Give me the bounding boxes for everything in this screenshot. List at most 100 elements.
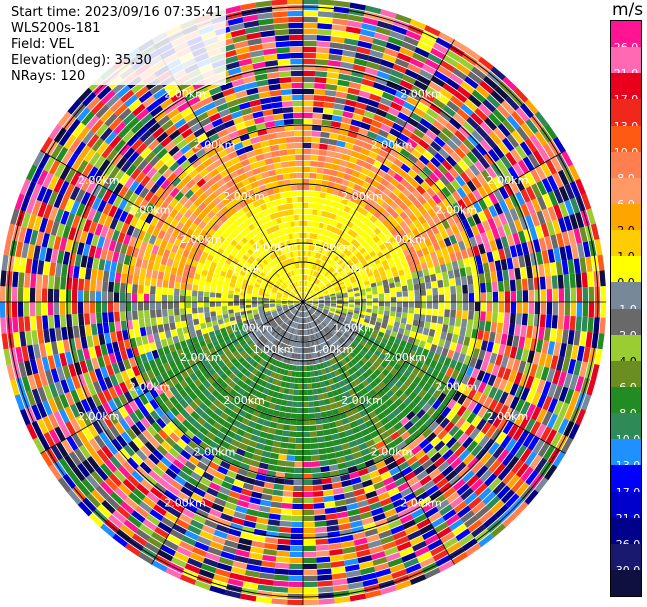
range-gate [594,302,601,318]
range-gate [529,454,543,470]
range-gate [314,185,322,192]
range-gate [293,208,299,215]
range-gate [383,421,394,431]
range-gate [297,190,303,197]
range-gate [493,376,503,389]
range-gate [239,349,247,357]
range-gate [378,305,385,311]
range-gate [408,302,415,308]
range-gate [293,112,303,119]
range-gate [243,520,257,529]
range-gate [358,505,371,514]
range-gate [194,580,211,591]
range-gate [252,534,266,543]
range-gate [500,489,515,504]
range-gate [412,319,419,327]
range-gate [338,380,346,388]
range-gate [414,307,421,315]
range-gate [337,134,348,142]
range-gate [317,161,326,168]
range-gate [286,149,296,155]
range-gate [519,447,533,463]
range-gate [335,400,343,408]
range-gate [313,313,318,318]
range-gate [383,314,390,321]
range-gate [163,272,170,281]
range-gate [322,107,334,115]
range-gate [576,302,583,317]
range-gate [355,417,365,426]
range-gate [255,473,266,482]
range-gate [395,456,407,466]
range-gate [522,433,535,448]
range-gate [450,302,457,311]
range-gate [477,406,488,419]
range-gate [199,456,211,466]
range-gate [385,364,393,372]
range-gate [220,551,236,561]
range-gate [304,329,307,336]
range-gate [498,404,510,418]
range-gate [244,362,252,370]
range-gate [394,503,408,514]
range-gate [77,501,93,517]
range-gate [332,578,348,586]
range-gate [527,436,540,451]
range-gate [341,417,350,425]
range-gate [282,107,294,114]
range-gate [353,431,363,440]
range-gate [436,371,445,382]
range-gate [350,320,357,326]
range-gate [315,333,319,339]
range-gate [306,311,309,317]
range-gate [379,327,386,334]
range-gate [425,366,435,376]
range-gate [508,323,516,336]
range-gate [274,429,283,436]
range-gate [181,419,192,430]
range-gate [474,339,483,350]
range-gate [279,442,289,449]
range-gate [498,302,505,313]
range-gate [161,302,168,310]
range-gate [392,342,400,350]
range-gate [227,298,234,302]
range-gate [369,501,382,511]
range-gate [485,311,492,322]
range-gate [397,345,405,353]
range-gate [160,338,168,348]
range-gate [485,362,495,375]
range-gate [230,439,241,448]
range-gate [383,436,393,446]
range-gate [142,496,157,509]
range-gate [326,446,335,454]
range-gate [286,455,295,461]
range-gate [219,460,231,470]
range-gate [314,71,328,78]
range-gate [303,587,319,594]
range-gate [238,442,248,451]
range-gate [258,358,265,366]
range-gate [369,346,377,354]
range-gate [457,353,466,364]
range-gate [251,336,258,342]
range-gate [354,378,362,386]
range-gate [270,501,282,509]
range-gate [319,460,329,467]
range-gate [147,334,155,344]
range-gate [342,306,348,310]
range-gate [477,393,488,406]
range-gate [321,342,327,349]
range-gate [282,173,291,180]
range-gate [96,280,103,292]
range-gate [293,479,303,486]
range-gate [389,417,400,426]
range-gate [328,397,336,404]
range-gate [114,282,121,293]
range-gate [311,306,317,309]
range-gate [313,400,320,407]
range-gate [259,97,272,105]
range-gate [303,581,318,588]
range-gate [176,546,192,558]
range-gate [131,533,148,547]
